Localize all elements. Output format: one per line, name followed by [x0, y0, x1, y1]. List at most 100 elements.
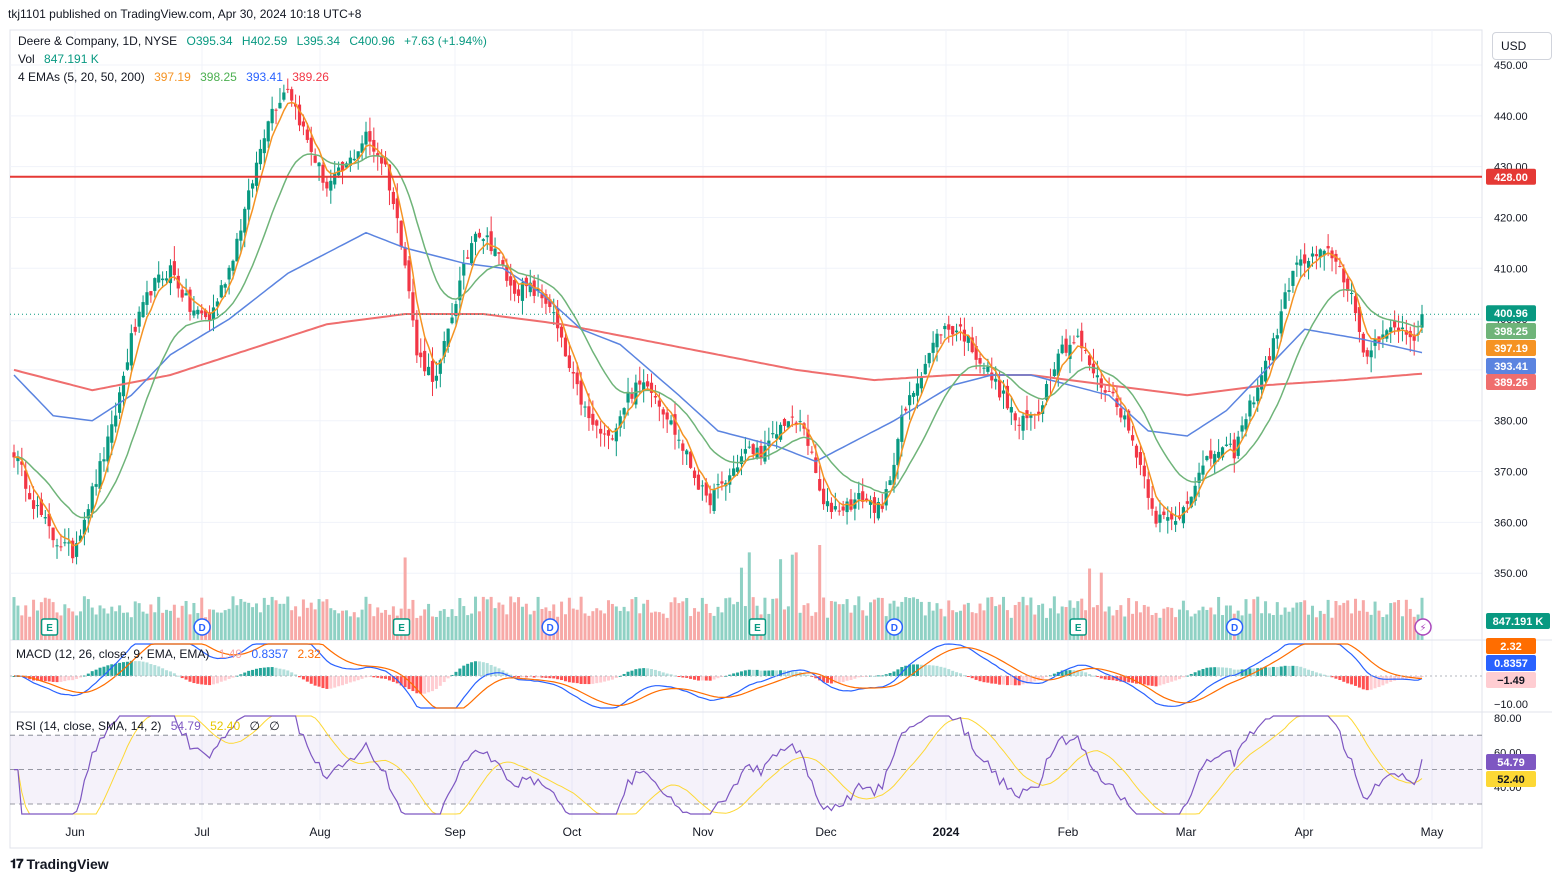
- volume-bar: [1181, 600, 1185, 640]
- ema-legend[interactable]: 4 EMAs (5, 20, 50, 200) 397.19 398.25 39…: [18, 70, 329, 84]
- volume-bar: [841, 604, 845, 640]
- symbol-legend[interactable]: Deere & Company, 1D, NYSE O395.34 H402.5…: [18, 34, 487, 48]
- macd-hist-bar: [1142, 676, 1146, 685]
- volume-bar: [1350, 613, 1354, 640]
- volume-bar: [360, 609, 364, 640]
- rsi-value: 54.79: [170, 719, 201, 733]
- volume-bar: [282, 603, 286, 640]
- macd-hist-bar: [1365, 676, 1369, 691]
- volume-bar: [1174, 617, 1178, 640]
- volume-bar: [1033, 614, 1037, 640]
- macd-hist-bar: [786, 670, 790, 676]
- macd-hist-bar: [931, 665, 935, 676]
- macd-hist-bar: [677, 676, 681, 677]
- candle-body: [810, 451, 814, 453]
- candle-body: [1404, 330, 1408, 335]
- volume-bar: [219, 612, 223, 640]
- macd-hist-bar: [509, 674, 513, 676]
- volume-bar: [20, 615, 24, 640]
- macd-legend[interactable]: MACD (12, 26, close, 9, EMA, EMA) 1.49 0…: [16, 647, 321, 661]
- volume-bar: [325, 599, 329, 640]
- candle-body: [1283, 292, 1287, 309]
- macd-hist-bar: [427, 676, 431, 693]
- macd-hist-bar: [603, 676, 607, 682]
- macd-hist-bar: [833, 676, 837, 684]
- macd-hist-bar: [247, 670, 251, 676]
- volume-bar: [106, 613, 110, 640]
- currency-selector[interactable]: USD: [1492, 32, 1552, 60]
- volume-bar: [1138, 612, 1142, 640]
- price-tick: 350.00: [1494, 568, 1528, 580]
- candle-body: [1357, 307, 1362, 332]
- volume-bar: [1412, 616, 1416, 640]
- volume-bar: [1279, 614, 1283, 640]
- candle-body: [1369, 350, 1373, 358]
- volume-bar: [86, 599, 90, 640]
- macd-hist-bar: [477, 661, 481, 676]
- event-marker-letter: D: [547, 623, 554, 634]
- volume-bar: [215, 612, 219, 640]
- macd-hist-bar: [1095, 676, 1099, 677]
- candle-body: [1353, 296, 1358, 314]
- macd-hist-bar: [47, 676, 51, 682]
- macd-hist-bar: [763, 670, 767, 676]
- candle-body: [833, 506, 837, 510]
- volume-bar: [309, 602, 313, 640]
- event-marker-letter: E: [46, 623, 53, 634]
- volume-bar: [71, 611, 75, 640]
- candle-body: [1197, 472, 1201, 483]
- macd-hist-bar: [86, 673, 90, 676]
- volume-bar: [305, 607, 309, 640]
- candle-body: [735, 467, 740, 472]
- volume-legend[interactable]: Vol 847.191 K: [18, 52, 99, 66]
- volume-bar: [1131, 613, 1135, 640]
- volume-bar: [1354, 598, 1358, 640]
- macd-hist-bar: [837, 676, 841, 683]
- volume-bar: [599, 610, 603, 640]
- volume-bar: [1142, 605, 1146, 640]
- volume-bar: [587, 615, 591, 640]
- volume-bar: [141, 611, 145, 640]
- candle-body: [501, 260, 505, 265]
- candle-body: [477, 232, 482, 238]
- candle-body: [305, 129, 309, 140]
- macd-hist-bar: [1310, 670, 1314, 676]
- volume-bar: [986, 597, 990, 640]
- volume-bar: [118, 605, 122, 640]
- candle-body: [649, 382, 654, 393]
- macd-hist-bar: [1275, 667, 1279, 676]
- rsi-legend[interactable]: RSI (14, close, SMA, 14, 2) 54.79 52.40 …: [16, 719, 280, 733]
- candle-body: [634, 382, 638, 405]
- macd-hist-bar: [1178, 676, 1182, 680]
- macd-hist-bar: [67, 676, 71, 681]
- tradingview-brand[interactable]: 𝟏𝟕 TradingView: [10, 856, 109, 872]
- macd-hist-bar: [716, 676, 720, 679]
- volume-bar: [704, 603, 708, 640]
- macd-hist-bar: [161, 668, 165, 676]
- candle-body: [466, 257, 470, 259]
- volume-bar: [102, 608, 106, 640]
- candle-body: [458, 280, 462, 301]
- macd-hist-bar: [450, 674, 454, 676]
- candle-body: [90, 486, 94, 513]
- volume-bar: [1002, 596, 1006, 640]
- volume-bar: [657, 612, 661, 640]
- volume-bar: [563, 614, 567, 640]
- macd-hist-bar: [1080, 671, 1084, 676]
- rsi-tick: 80.00: [1494, 713, 1522, 725]
- macd-hist-bar: [1342, 676, 1346, 682]
- candle-body: [1072, 342, 1076, 344]
- candle-body: [1299, 259, 1303, 266]
- candle-body: [497, 252, 501, 254]
- candle-body: [485, 235, 489, 238]
- macd-hist-bar: [1021, 676, 1025, 685]
- candle-body: [626, 391, 630, 403]
- ema5-value: 397.19: [154, 70, 191, 84]
- candle-body: [352, 158, 356, 161]
- candle-body: [1060, 344, 1064, 354]
- volume-bar: [708, 613, 712, 640]
- volume-bar: [470, 613, 474, 640]
- candle-body: [24, 470, 28, 489]
- macd-hist-bar: [59, 676, 63, 682]
